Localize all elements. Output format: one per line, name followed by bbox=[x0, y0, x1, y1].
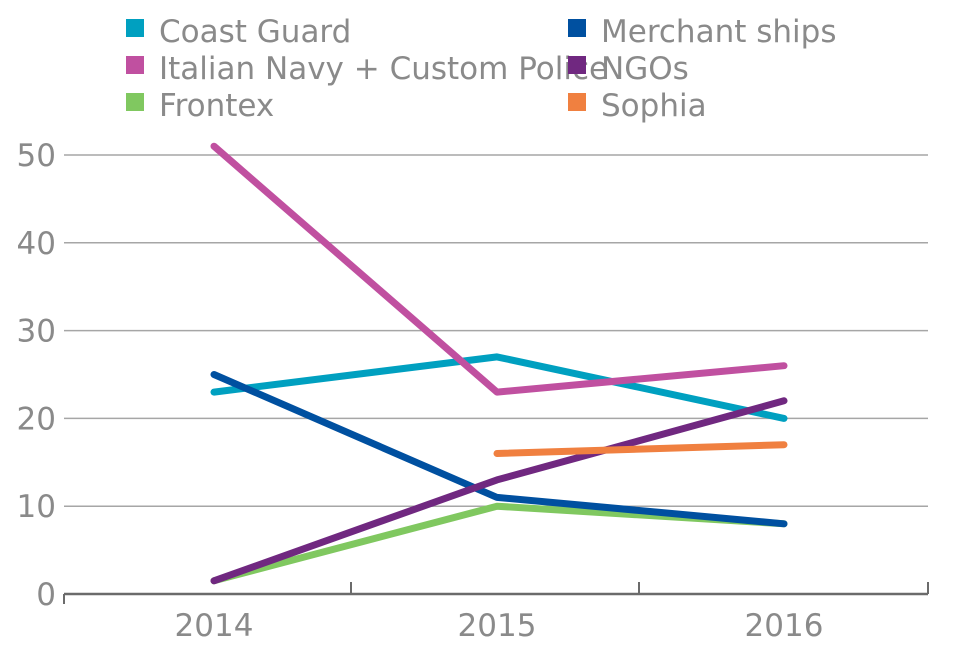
legend-label: NGOs bbox=[601, 51, 689, 87]
legend-label: Frontex bbox=[159, 88, 274, 124]
x-tick-label-2015: 2015 bbox=[458, 608, 537, 644]
y-tick-label-40: 40 bbox=[17, 226, 56, 262]
legend-swatch bbox=[568, 56, 586, 74]
x-axis: 2014 2015 2016 bbox=[63, 582, 929, 644]
legend-item-italian-navy-custom-police: Italian Navy + Custom Police bbox=[126, 51, 608, 87]
y-tick-label-30: 30 bbox=[17, 314, 56, 350]
legend-item-merchant-ships: Merchant ships bbox=[568, 14, 836, 50]
series-line-merchant-ships bbox=[210, 371, 788, 528]
legend-swatch bbox=[568, 19, 586, 37]
legend-swatch bbox=[126, 93, 144, 111]
series-line-ngos bbox=[210, 397, 788, 585]
legend-label: Sophia bbox=[601, 88, 707, 124]
legend-swatch bbox=[126, 56, 144, 74]
y-axis-tick-labels: 0 10 20 30 40 50 bbox=[17, 138, 56, 613]
series-line-italian-navy-custom-police bbox=[210, 142, 788, 396]
series-line-coast-guard bbox=[210, 353, 788, 422]
x-tick-label-2014: 2014 bbox=[175, 608, 254, 644]
legend-item-ngos: NGOs bbox=[568, 51, 689, 87]
legend-item-frontex: Frontex bbox=[126, 88, 274, 124]
legend-item-coast-guard: Coast Guard bbox=[126, 14, 351, 50]
series-line-sophia bbox=[493, 441, 788, 457]
legend-swatch bbox=[126, 19, 144, 37]
y-tick-label-0: 0 bbox=[36, 577, 56, 613]
x-tick-label-2016: 2016 bbox=[745, 608, 824, 644]
legend-label: Italian Navy + Custom Police bbox=[159, 51, 608, 87]
y-tick-label-50: 50 bbox=[17, 138, 56, 174]
legend-swatch bbox=[568, 93, 586, 111]
series-lines bbox=[210, 142, 788, 585]
y-tick-label-20: 20 bbox=[17, 401, 56, 437]
legend-item-sophia: Sophia bbox=[568, 88, 707, 124]
legend-label: Merchant ships bbox=[601, 14, 836, 50]
y-tick-label-10: 10 bbox=[17, 489, 56, 525]
legend-label: Coast Guard bbox=[159, 14, 351, 50]
